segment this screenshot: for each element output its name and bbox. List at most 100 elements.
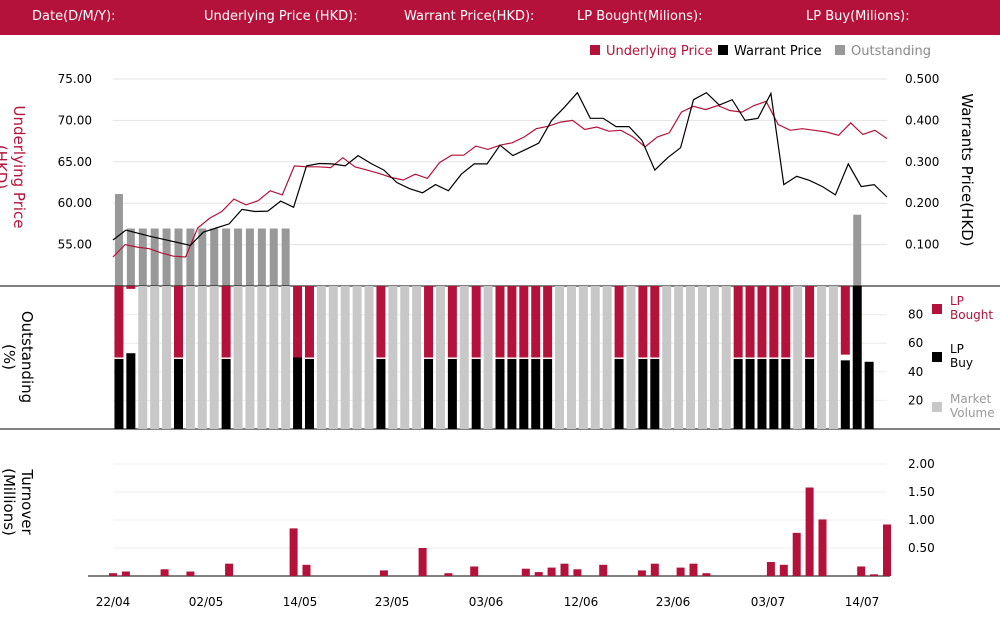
y-right-tick-label: 0.500: [905, 72, 939, 86]
legend-label: Underlying Price: [606, 44, 713, 59]
legend-label: Outstanding: [851, 44, 931, 59]
market-volume-bar: [793, 286, 803, 429]
legend-swatch: [932, 304, 942, 314]
market-volume-bar: [388, 286, 398, 429]
lp-bought-bar: [376, 286, 386, 358]
market-volume-bar: [566, 286, 576, 429]
lp-bought-bar: [507, 286, 517, 358]
lp-bought-bar: [650, 286, 660, 358]
y-tick-label: 1.50: [908, 485, 935, 499]
lp-buy-bar: [543, 358, 553, 429]
lp-bought-bar: [221, 286, 231, 358]
legend-swatch: [932, 402, 942, 412]
market-volume-bar: [257, 286, 267, 429]
turnover-bar: [547, 567, 556, 576]
outstanding-bar: [281, 228, 290, 286]
market-volume-bar: [674, 286, 684, 429]
lp-buy-bar: [114, 358, 124, 429]
market-volume-bar: [245, 286, 255, 429]
lp-bought-bar: [733, 286, 743, 358]
turnover-bar: [637, 570, 646, 576]
lp-buy-bar: [531, 358, 541, 429]
market-volume-bar: [400, 286, 410, 429]
market-volume-bar: [209, 286, 219, 429]
turnover-bar: [599, 564, 608, 576]
warrant-price-label: Warrant Price(HKD):: [404, 9, 535, 24]
outstanding-bar: [257, 228, 266, 286]
outstanding-bar: [853, 214, 862, 286]
y-right-tick-label: 0.200: [905, 196, 939, 210]
lp-buy-bar: [173, 358, 183, 429]
lp-bought-bar: [769, 286, 779, 358]
y-tick-label: 1.00: [908, 513, 935, 527]
outstanding-bar: [138, 228, 147, 286]
market-volume-bar: [483, 286, 493, 429]
lp-buy-bar: [495, 358, 505, 429]
market-volume-bar: [316, 286, 326, 429]
lp-bought-bar: [304, 286, 314, 358]
market-volume-bar: [281, 286, 291, 429]
lp-buy-bar: [221, 358, 231, 429]
lp-buy-bar: [805, 358, 815, 429]
y-tick-label: 70.00: [58, 113, 92, 127]
lp-buy-bar: [781, 358, 791, 429]
market-volume-bar: [662, 286, 672, 429]
y-tick-label: 75.00: [58, 72, 92, 86]
x-tick-label: 03/07: [751, 595, 786, 609]
y-tick-label: 55.00: [58, 238, 92, 252]
header-bar: Date(D/M/Y): Underlying Price (HKD): War…: [0, 0, 1000, 35]
turnover-bar: [121, 571, 130, 576]
lp-buy-bar: [471, 358, 481, 429]
outstanding-bar: [114, 194, 123, 286]
lp-bought-bar: [781, 286, 791, 358]
lp-buy-bar: [304, 358, 314, 429]
market-volume-bar: [590, 286, 600, 429]
lp-buy-bar: [638, 358, 648, 429]
market-volume-bar: [578, 286, 588, 429]
market-volume-bar: [817, 286, 827, 429]
x-tick-label: 23/05: [375, 595, 410, 609]
legend-label: LP Bought: [950, 294, 993, 322]
turnover-bar: [160, 569, 169, 576]
turnover-bar: [702, 573, 711, 576]
lp-buy-bar: [519, 358, 529, 429]
market-volume-bar: [412, 286, 422, 429]
x-tick-label: 23/06: [656, 595, 691, 609]
market-volume-bar: [340, 286, 350, 429]
market-volume-bar: [150, 286, 160, 429]
y-tick-label: 20: [908, 393, 923, 407]
legend-swatch: [932, 352, 942, 362]
turnover-bar: [186, 571, 195, 576]
lp-bought-bar: [757, 286, 767, 358]
market-volume-bar: [626, 286, 636, 429]
date-label: Date(D/M/Y):: [32, 9, 116, 24]
lp-bought-bar: [114, 286, 124, 358]
lp-bought-bar: [293, 286, 303, 361]
lp-bought-label: LP Bought(Milions):: [577, 9, 703, 24]
turnover-bar: [805, 487, 814, 576]
market-volume-bar: [459, 286, 469, 429]
lp-buy-bar: [757, 358, 767, 429]
market-volume-bar: [185, 286, 195, 429]
lp-buy-bar: [650, 358, 660, 429]
lp-bought-bar: [126, 286, 136, 289]
lp-buy-bar: [447, 358, 457, 429]
market-volume-bar: [352, 286, 362, 429]
y-axis-label: Outstanding(%): [0, 311, 36, 403]
lp-bought-bar: [638, 286, 648, 358]
x-tick-label: 12/06: [564, 595, 599, 609]
lp-bought-bar: [840, 286, 850, 355]
outstanding-bar: [245, 228, 254, 286]
market-volume-bar: [233, 286, 243, 429]
y-tick-label: 40: [908, 365, 923, 379]
turnover-bar: [289, 528, 298, 576]
x-tick-label: 14/07: [845, 595, 880, 609]
turnover-bar: [521, 568, 530, 576]
underlying-price-label: Underlying Price (HKD):: [204, 9, 358, 24]
turnover-bar: [689, 563, 698, 576]
lp-bought-bar: [531, 286, 541, 358]
lp-bought-bar: [519, 286, 529, 358]
turnover-bar: [534, 572, 543, 576]
lp-bought-bar: [543, 286, 553, 358]
